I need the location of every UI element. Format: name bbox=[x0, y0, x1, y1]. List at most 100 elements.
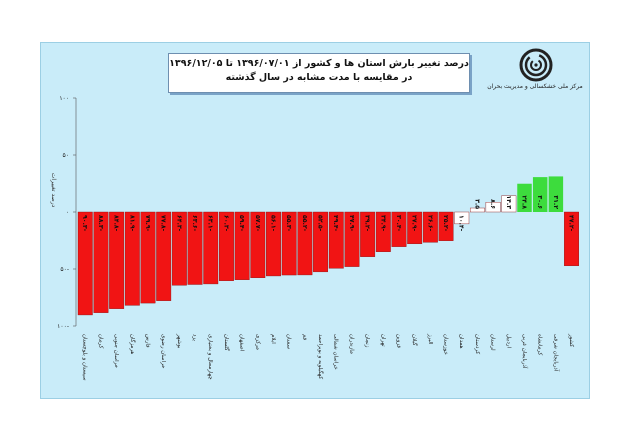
value-label: ۴۷.۹- bbox=[348, 215, 355, 232]
value-label: ۳.۵ bbox=[473, 199, 480, 209]
value-label: ۱۴.۳ bbox=[505, 195, 512, 209]
value-label: ۸۸.۳- bbox=[97, 215, 104, 232]
value-label: ۶۳.۶- bbox=[191, 215, 198, 232]
bar bbox=[281, 211, 297, 276]
value-label: ۳۰.۴- bbox=[395, 215, 402, 232]
bar bbox=[328, 211, 344, 269]
value-labels: ۹۰.۳- ۸۸.۳- ۸۴.۸- ۸۱.۹- ۷۹.۹- ۷۷.۸- ۶۴.۳- ۶۳.۶-… bbox=[81, 195, 574, 231]
value-label: ۳۱.۲ bbox=[552, 195, 559, 209]
bar bbox=[297, 211, 313, 276]
category-label: مازندران bbox=[348, 334, 354, 354]
value-label: ۶۰.۳- bbox=[222, 215, 229, 232]
value-label: ۴۷.۲- bbox=[568, 215, 575, 232]
bar bbox=[234, 211, 250, 280]
bar bbox=[313, 211, 328, 273]
bar bbox=[532, 177, 548, 212]
category-label: خراسان شمالی bbox=[333, 334, 339, 370]
bar bbox=[375, 211, 391, 252]
bar bbox=[124, 211, 140, 306]
value-label: ۲۶.۶- bbox=[426, 215, 433, 232]
category-label: البرز bbox=[427, 333, 433, 345]
bar bbox=[171, 211, 187, 286]
value-label: ۵۵.۳- bbox=[285, 215, 292, 232]
chart-subtitle: در مقایسه با مدت مشابه در سال گذشته bbox=[225, 72, 413, 83]
value-label: ۵۲.۵- bbox=[317, 215, 324, 232]
bar bbox=[360, 211, 376, 257]
value-label: ۵۷.۷- bbox=[254, 215, 261, 232]
bar bbox=[266, 211, 281, 277]
spiral-logo-icon bbox=[519, 48, 553, 82]
y-tick-label: ۵۰ bbox=[63, 152, 69, 159]
bar bbox=[391, 211, 407, 247]
category-label: سمنان bbox=[286, 334, 292, 350]
value-label: ۲۷.۹- bbox=[411, 215, 418, 232]
category-label: هرمزگان bbox=[129, 334, 136, 354]
category-label: یزد bbox=[192, 334, 198, 341]
category-label: اصفهان bbox=[239, 334, 245, 352]
category-label: لرستان bbox=[490, 334, 496, 351]
category-label: کردستان bbox=[474, 334, 481, 354]
y-tick-label: ۱۰۰ bbox=[59, 95, 69, 102]
bar bbox=[438, 211, 454, 241]
chart-title: درصد تغییر بارش استان ها و کشور از ۱۳۹۶/… bbox=[169, 58, 469, 69]
y-axis-title: درصد تغییرات bbox=[50, 173, 57, 208]
bar bbox=[517, 183, 532, 212]
category-label: بوشهر bbox=[176, 333, 182, 349]
bar bbox=[109, 211, 125, 309]
category-label: گیلان bbox=[411, 334, 418, 346]
value-label: ۵۹.۴- bbox=[238, 215, 245, 232]
bar bbox=[187, 211, 203, 285]
bar bbox=[250, 211, 266, 278]
category-label: کرمانشاه bbox=[537, 334, 544, 356]
bar bbox=[501, 195, 517, 213]
bar bbox=[469, 207, 485, 213]
value-label: ۸.۶ bbox=[489, 199, 496, 209]
category-label: خراسان جنوبی bbox=[113, 334, 119, 368]
value-label: ۴۹.۴- bbox=[332, 215, 339, 232]
category-label: تهران bbox=[380, 334, 386, 347]
value-label: ۷۹.۹- bbox=[144, 215, 151, 232]
bar bbox=[454, 211, 470, 225]
value-label: ۳۰.۶ bbox=[536, 195, 543, 209]
bar bbox=[422, 211, 438, 243]
bar bbox=[77, 211, 93, 316]
category-label: خوزستان bbox=[443, 334, 449, 355]
value-label: ۵۵.۲- bbox=[301, 215, 308, 232]
category-label: مرکزی bbox=[254, 334, 261, 350]
value-label: ۳۹.۲- bbox=[364, 215, 371, 232]
category-label: آذربایجان غربی bbox=[521, 334, 528, 369]
bar bbox=[344, 211, 360, 267]
category-label: ایلام bbox=[270, 334, 276, 344]
bar bbox=[548, 176, 564, 212]
category-label: خراسان رضوی bbox=[160, 334, 166, 369]
organization-name: مرکز ملی خشکسالی و مدیریت بحران bbox=[487, 83, 583, 90]
category-label: چهارمحال و بختیاری bbox=[207, 334, 213, 380]
bar bbox=[218, 211, 234, 281]
bar bbox=[485, 201, 501, 213]
bar bbox=[140, 211, 156, 304]
value-label: ۹۰.۳- bbox=[81, 215, 88, 232]
bar bbox=[407, 211, 423, 245]
bar bbox=[203, 211, 219, 285]
value-label: ۲۴.۸ bbox=[520, 195, 527, 209]
y-tick-label: ۰ bbox=[66, 209, 69, 216]
y-axis: ۱۰۰ ۵۰ ۰ ۵۰- ۱۰۰- درصد تغییرات bbox=[50, 95, 77, 330]
bar bbox=[564, 211, 579, 267]
category-label: قم bbox=[301, 334, 307, 341]
bars bbox=[77, 176, 579, 316]
category-label: کشور bbox=[568, 333, 575, 347]
value-label: ۷۷.۸- bbox=[160, 215, 167, 232]
value-label: ۳۴.۹- bbox=[379, 215, 386, 232]
category-label: سیستان و بلوچستان bbox=[82, 334, 88, 381]
bar bbox=[93, 211, 109, 313]
value-label: ۲۵.۲- bbox=[442, 215, 449, 232]
category-label: زنجان bbox=[364, 334, 370, 348]
value-label: ۶۴.۳- bbox=[175, 215, 182, 232]
chart-title-box: درصد تغییر بارش استان ها و کشور از ۱۳۹۶/… bbox=[168, 53, 470, 93]
category-label: اردبیل bbox=[505, 334, 511, 348]
category-label: همدان bbox=[458, 334, 464, 349]
category-label: گلستان bbox=[223, 334, 230, 351]
category-label: فارس bbox=[144, 334, 150, 348]
value-label: ۸۱.۹- bbox=[128, 215, 135, 232]
